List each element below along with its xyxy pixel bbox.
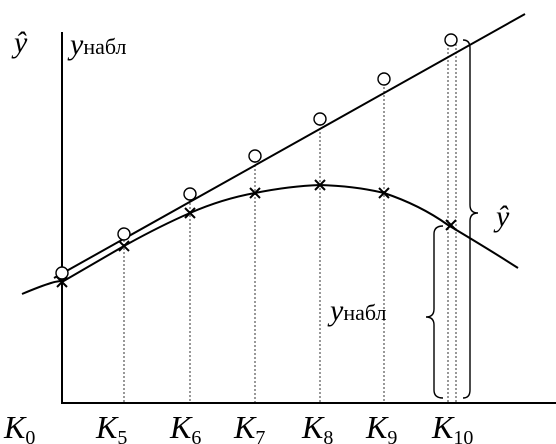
straight-line (53, 13, 526, 279)
k9-index: 9 (387, 427, 397, 444)
cross-k6 (184, 207, 196, 219)
k7-index: 7 (255, 427, 265, 444)
k9-label: K9 (365, 409, 397, 444)
dotted-guides (123, 40, 457, 403)
k6-index: 6 (191, 427, 201, 444)
cross-markers (56, 179, 457, 288)
brace-y-hat (462, 39, 479, 399)
brace-y-obs (425, 225, 444, 399)
cross-k5 (118, 240, 130, 252)
circle-k10 (444, 33, 458, 47)
k6-letter: K (169, 409, 193, 444)
k5-label: K5 (95, 409, 127, 444)
brace-y-obs-sub: набл (343, 300, 386, 325)
k9-letter: K (365, 409, 389, 444)
k7-letter: K (233, 409, 257, 444)
y-obs-axis-label: yнабл (67, 28, 127, 61)
k6-label: K6 (169, 409, 201, 444)
k5-index: 5 (117, 427, 127, 444)
k0-index: 0 (25, 427, 35, 444)
brace-y-hat-label: ŷ (493, 200, 510, 233)
brace-y-obs-letter: y (327, 294, 344, 327)
cross-k0 (56, 276, 68, 288)
curve-line (21, 183, 519, 295)
k8-label: K8 (301, 409, 333, 444)
cross-k10 (445, 219, 457, 231)
cross-k9 (378, 187, 390, 199)
circle-k6 (183, 187, 197, 201)
k5-letter: K (95, 409, 119, 444)
k8-index: 8 (323, 427, 333, 444)
circle-k9 (377, 72, 391, 86)
cross-k8 (314, 179, 326, 191)
k0-letter: K (3, 409, 27, 444)
k7-label: K7 (233, 409, 265, 444)
y-obs-axis-letter: y (67, 28, 84, 61)
k8-letter: K (301, 409, 325, 444)
circle-k7 (248, 149, 262, 163)
y-hat-axis-label: ŷ (11, 26, 28, 59)
k10-letter: K (431, 409, 455, 444)
circle-k5 (117, 227, 131, 241)
brace-y-obs-label: yнабл (327, 294, 387, 327)
cross-k7 (249, 187, 261, 199)
circle-k8 (313, 112, 327, 126)
circle-markers (55, 33, 458, 280)
k10-index: 10 (453, 427, 473, 444)
y-obs-axis-sub: набл (83, 34, 126, 59)
k10-label: K10 (431, 409, 473, 444)
k0-label: K0 (3, 409, 35, 444)
circle-k0 (55, 266, 69, 280)
